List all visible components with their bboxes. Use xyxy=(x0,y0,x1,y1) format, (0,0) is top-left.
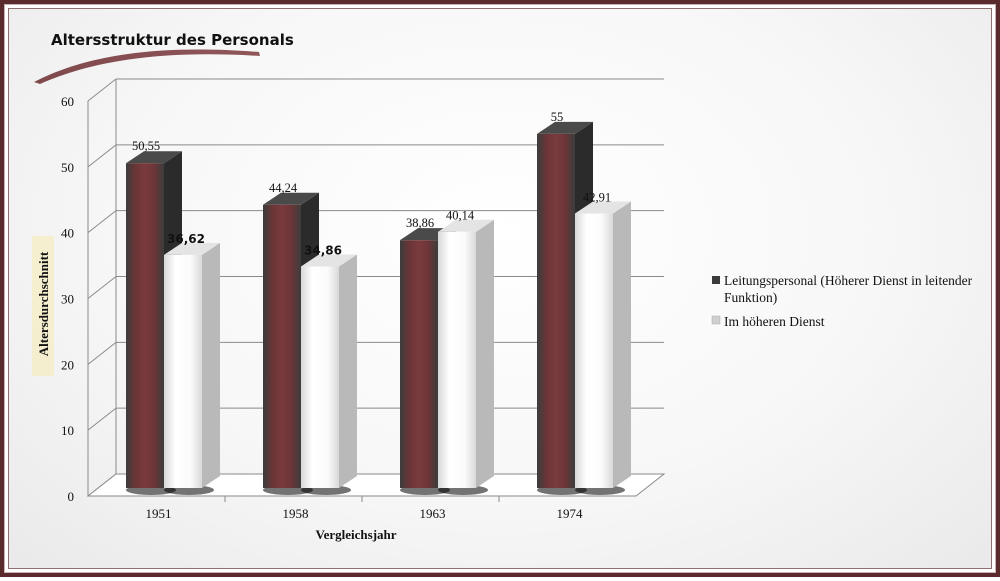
x-tick-label: 1958 xyxy=(283,506,309,521)
bar-top xyxy=(438,219,494,232)
chart-title: Altersstruktur des Personals xyxy=(51,31,294,49)
legend-label-hoeherer-dienst: Im höheren Dienst xyxy=(724,314,825,329)
bar-top xyxy=(126,151,182,164)
data-label: 36,62 xyxy=(167,232,205,246)
legend: Leitungspersonal (Höherer Dienst in leit… xyxy=(711,273,976,329)
gridline-side xyxy=(87,276,117,299)
bar-hoeherer-dienst xyxy=(301,266,339,488)
bar-leitungspersonal xyxy=(126,163,164,488)
gridline-side xyxy=(87,210,117,234)
data-label: 40,14 xyxy=(446,209,475,223)
data-label: 55 xyxy=(551,110,564,124)
data-label: 42,91 xyxy=(583,191,611,205)
x-tick-label: 1963 xyxy=(420,506,446,521)
bar-side xyxy=(339,254,357,488)
bar-top xyxy=(537,121,593,134)
title-brush-decoration xyxy=(34,49,260,84)
y-tick-label: 0 xyxy=(68,489,75,504)
y-tick-label: 50 xyxy=(61,160,74,175)
y-tick-label: 30 xyxy=(61,292,74,307)
bar-leitungspersonal xyxy=(537,133,575,488)
bar-top xyxy=(263,192,319,205)
data-label: 38,86 xyxy=(406,216,434,230)
y-tick-label: 60 xyxy=(61,94,74,109)
data-label: 44,24 xyxy=(269,181,298,195)
chart-floor xyxy=(86,473,666,497)
y-tick-label: 40 xyxy=(61,226,74,241)
bar-hoeherer-dienst xyxy=(575,213,613,489)
bar-side xyxy=(202,242,220,488)
x-tick-label: 1974 xyxy=(557,506,584,521)
y-axis-title: Altersdurchschnitt xyxy=(36,251,51,356)
data-label: 34,86 xyxy=(304,244,342,258)
bar-top xyxy=(164,242,220,255)
y-tick-label: 20 xyxy=(61,357,74,372)
x-tick-label: 1951 xyxy=(146,506,172,521)
bar-hoeherer-dienst xyxy=(164,254,202,488)
gridline-side xyxy=(87,78,117,102)
legend-label-leitungspersonal: Leitungspersonal (Höherer Dienst in leit… xyxy=(724,273,976,305)
gridline-side xyxy=(87,407,117,431)
bar-leitungspersonal xyxy=(263,204,301,488)
bar-side xyxy=(476,219,494,488)
bar-leitungspersonal xyxy=(400,240,438,488)
x-axis-title: Vergleichsjahr xyxy=(315,527,396,542)
gridline-side xyxy=(87,144,117,168)
data-label: 50,55 xyxy=(132,139,160,153)
legend-swatch-leitungspersonal xyxy=(712,276,720,284)
gridline-side xyxy=(87,341,117,365)
bar-chart: Altersstruktur des Personals 50,55 36,62 4… xyxy=(32,31,976,542)
y-tick-label: 10 xyxy=(61,423,74,438)
y-axis-title-highlight xyxy=(32,236,54,376)
bar-top xyxy=(301,254,357,267)
bar-side xyxy=(613,201,631,489)
legend-swatch-hoeherer-dienst xyxy=(711,315,721,325)
bar-hoeherer-dienst xyxy=(438,231,476,488)
bar-top xyxy=(575,201,631,214)
